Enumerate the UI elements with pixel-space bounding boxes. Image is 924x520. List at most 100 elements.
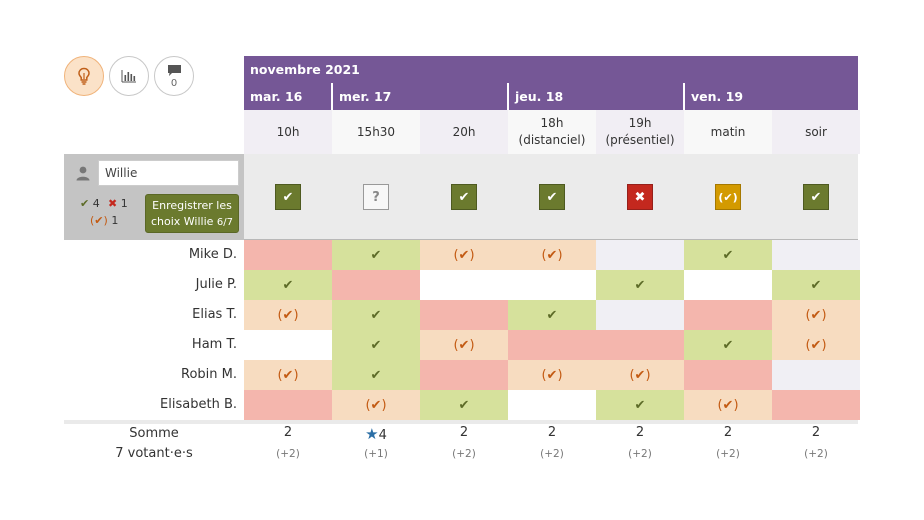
day-header-1: mar. 16 <box>244 83 332 110</box>
participant-name[interactable]: Mike D. <box>188 247 237 262</box>
check-icon: ✔ <box>810 277 822 293</box>
totals-divider <box>64 420 858 424</box>
vote-ifneed-cell: (✔) <box>772 300 860 330</box>
voters-count: 7 votant·e·s <box>115 446 193 461</box>
hint-button[interactable] <box>64 56 104 96</box>
vote-blank-cell <box>508 390 596 420</box>
choice-yes-box[interactable]: ✔ <box>803 184 829 210</box>
vote-yes-cell: ✔ <box>244 270 332 300</box>
vote-ifneed-cell: (✔) <box>772 330 860 360</box>
vote-ifneed-cell: (✔) <box>596 360 684 390</box>
vote-yes-cell: ✔ <box>596 270 684 300</box>
vote-no-cell <box>420 360 508 390</box>
day-header-4: ven. 19 <box>683 83 858 110</box>
hour-header-2: 15h30 <box>332 110 420 154</box>
vote-no-cell <box>684 360 772 390</box>
choice-yes-box[interactable]: ✔ <box>451 184 477 210</box>
tally-ifneed-count: 1 <box>111 214 119 227</box>
sum-value: 2 <box>811 425 821 440</box>
sum-value: 2 <box>635 425 645 440</box>
vote-yes-cell: ✔ <box>684 330 772 360</box>
choice-ifneed-box[interactable]: (✔) <box>715 184 741 210</box>
vote-ifneed-cell: (✔) <box>332 390 420 420</box>
participant-name[interactable]: Elisabeth B. <box>160 397 237 412</box>
comments-button[interactable]: 0 <box>154 56 194 96</box>
vote-ifneed-cell: (✔) <box>420 240 508 270</box>
vote-yes-cell: ✔ <box>332 240 420 270</box>
sum-value: ★4 <box>332 425 420 443</box>
hour-header-line: 20h <box>452 124 476 139</box>
check-icon: ✔ <box>370 337 382 353</box>
ifneed-check-icon: (✔) <box>277 307 299 323</box>
ifneed-check-icon: (✔) <box>277 367 299 383</box>
sum-ifneed-count: (+1) <box>364 448 388 460</box>
vote-empty-cell <box>772 240 860 270</box>
ifneed-check-icon: (✔) <box>541 367 563 383</box>
check-icon: ✔ <box>634 277 646 293</box>
ifneed-check-icon: (✔) <box>453 247 475 263</box>
ifneed-check-icon: (✔) <box>453 337 475 353</box>
check-icon: ✔ <box>282 277 294 293</box>
hour-header-line: soir <box>805 124 827 139</box>
day-header-2: mer. 17 <box>331 83 508 110</box>
vote-yes-cell: ✔ <box>508 300 596 330</box>
hour-header-4: 18h (distanciel) <box>508 110 596 154</box>
vote-ifneed-cell: (✔) <box>420 330 508 360</box>
hour-header-line: 19h <box>628 116 652 130</box>
vote-blank-cell <box>244 330 332 360</box>
participant-name[interactable]: Julie P. <box>195 277 237 292</box>
sum-ifneed-count: (+2) <box>804 448 828 460</box>
vote-ifneed-cell: (✔) <box>684 390 772 420</box>
check-icon: ✔ <box>722 247 734 263</box>
vote-yes-cell: ✔ <box>332 300 420 330</box>
participant-name[interactable]: Ham T. <box>191 337 237 352</box>
choice-unknown-box[interactable]: ? <box>363 184 389 210</box>
vote-no-cell <box>332 270 420 300</box>
ifneed-check-icon: (✔) <box>805 307 827 323</box>
choice-no-box[interactable]: ✖ <box>627 184 653 210</box>
vote-yes-cell: ✔ <box>772 270 860 300</box>
hour-header-7: soir <box>772 110 860 154</box>
vote-ifneed-cell: (✔) <box>508 240 596 270</box>
ifneed-check-icon: (✔) <box>365 397 387 413</box>
ifneed-check-icon: (✔) <box>629 367 651 383</box>
lightbulb-icon <box>78 67 90 85</box>
check-icon: ✔ <box>634 397 646 413</box>
hour-header-line: (distanciel) <box>518 133 586 147</box>
vote-no-cell <box>684 300 772 330</box>
check-icon: ✔ <box>370 247 382 263</box>
tally-no-count: 1 <box>120 197 128 210</box>
choice-yes-box[interactable]: ✔ <box>275 184 301 210</box>
vote-yes-cell: ✔ <box>332 360 420 390</box>
sum-value: 2 <box>459 425 469 440</box>
vote-no-cell <box>420 300 508 330</box>
sum-ifneed-count: (+2) <box>628 448 652 460</box>
ifneed-check-icon: (✔) <box>805 337 827 353</box>
hour-header-line: 15h30 <box>356 124 396 139</box>
check-icon: ✔ <box>722 337 734 353</box>
vote-blank-cell <box>508 270 596 300</box>
comments-count: 0 <box>170 77 178 89</box>
sum-value: 2 <box>283 425 293 440</box>
participant-name[interactable]: Robin M. <box>181 367 237 382</box>
participant-name[interactable]: Elias T. <box>192 307 237 322</box>
participant-name-input[interactable] <box>98 160 239 186</box>
hour-header-3: 20h <box>420 110 508 154</box>
ifneed-check-icon: (✔) <box>541 247 563 263</box>
star-icon: ★ <box>365 425 379 443</box>
sum-ifneed-count: (+2) <box>716 448 740 460</box>
vote-yes-cell: ✔ <box>684 240 772 270</box>
vote-yes-cell: ✔ <box>596 390 684 420</box>
user-icon <box>76 166 90 181</box>
chart-button[interactable] <box>109 56 149 96</box>
vote-empty-cell <box>596 240 684 270</box>
save-choices-button[interactable]: Enregistrer les choix Willie 6/7 <box>145 194 239 233</box>
save-label-line2: choix Willie <box>150 215 214 228</box>
hour-header-line: matin <box>710 124 746 139</box>
choice-yes-box[interactable]: ✔ <box>539 184 565 210</box>
vote-blank-cell <box>420 270 508 300</box>
check-icon: ✔ <box>370 367 382 383</box>
vote-blank-cell <box>684 270 772 300</box>
vote-ifneed-cell: (✔) <box>244 360 332 390</box>
hour-header-5: 19h (présentiel) <box>596 110 684 154</box>
